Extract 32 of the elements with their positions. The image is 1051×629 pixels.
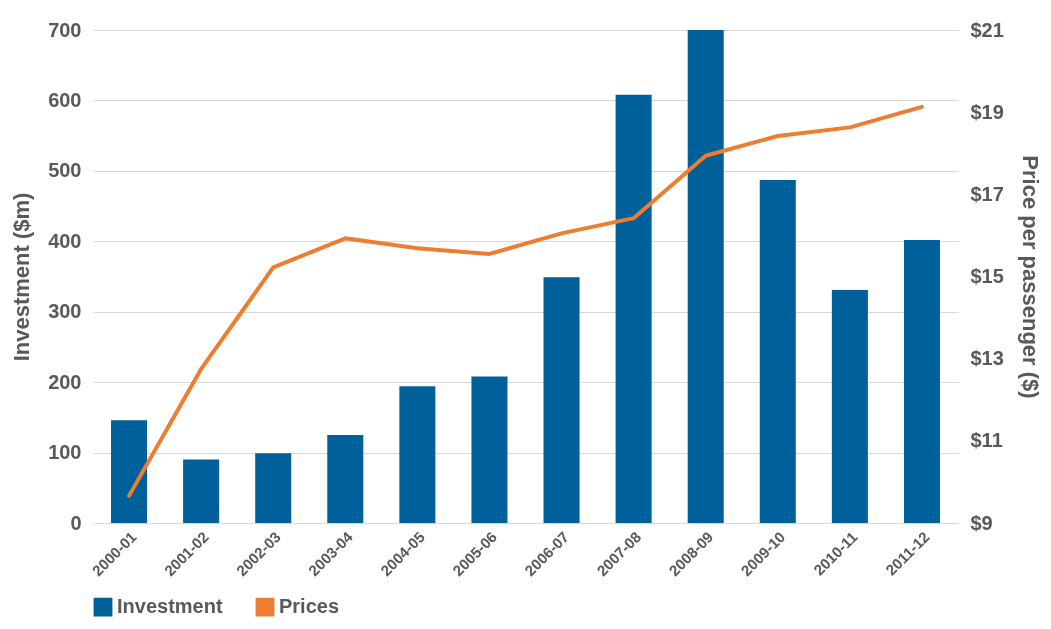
bar — [471, 376, 508, 523]
bar — [615, 94, 652, 523]
y-tick-label: 400 — [48, 229, 82, 252]
y2-tick-label: $11 — [970, 429, 1003, 452]
y2-tick-label: $9 — [970, 511, 993, 534]
legend-label: Investment — [117, 595, 223, 618]
y-tick-label: 500 — [48, 159, 82, 182]
y2-tick-label: $15 — [970, 265, 1004, 287]
y-tick-label: 100 — [48, 441, 82, 464]
bar — [327, 434, 364, 523]
bar — [759, 180, 796, 523]
y2-axis-title: Price per passenger ($) — [1017, 155, 1043, 399]
bar — [831, 289, 868, 523]
legend-label: Prices — [279, 595, 340, 618]
bar — [399, 386, 436, 523]
line-series — [127, 104, 924, 498]
bar — [255, 453, 292, 523]
y2-tick-label: $21 — [970, 18, 1004, 41]
y2-tick-label: $19 — [970, 100, 1004, 123]
bar — [903, 239, 940, 523]
y2-tick-label: $13 — [970, 347, 1004, 370]
bar — [183, 459, 220, 523]
y-tick-label: 600 — [48, 88, 82, 111]
bar — [543, 277, 580, 523]
y-tick-label: 0 — [70, 511, 82, 534]
y-tick-label: 200 — [48, 370, 82, 393]
bar — [111, 420, 148, 523]
y-tick-label: 300 — [48, 300, 82, 323]
bar — [687, 30, 724, 523]
y-axis-title: Investment ($m) — [9, 192, 35, 362]
y-tick-label: 700 — [48, 18, 82, 41]
y2-tick-label: $17 — [970, 182, 1004, 205]
